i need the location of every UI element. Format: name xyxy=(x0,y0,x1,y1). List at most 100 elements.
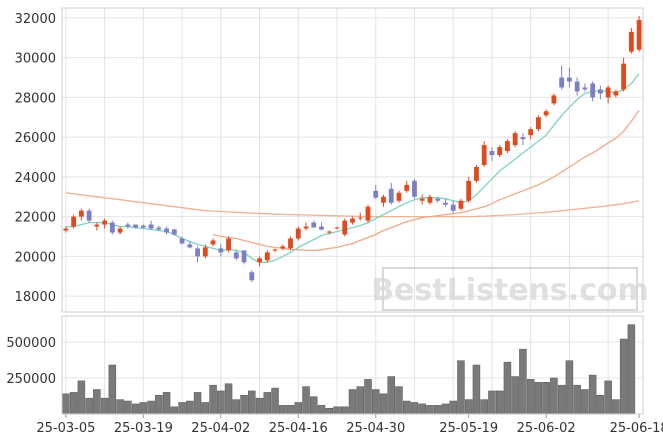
candle-body xyxy=(257,258,262,263)
candle-body xyxy=(94,224,100,227)
volume-bar xyxy=(170,406,179,415)
volume-bar xyxy=(542,382,550,415)
volume-bar xyxy=(612,399,620,415)
candle-body xyxy=(419,198,425,201)
volume-bar xyxy=(410,402,419,415)
watermark: BestListens.com xyxy=(371,267,649,311)
volume-bar xyxy=(341,406,349,415)
volume-bars xyxy=(62,324,636,415)
price-grid xyxy=(62,8,643,312)
ma-short-line xyxy=(65,73,640,263)
candle-body xyxy=(342,220,348,235)
volume-bar xyxy=(519,348,527,415)
volume-bar xyxy=(534,382,543,415)
volume-bar xyxy=(387,376,395,415)
volume-bar xyxy=(139,402,148,415)
candle-body xyxy=(326,231,332,233)
volume-bar xyxy=(433,405,442,415)
candle-body xyxy=(396,192,402,201)
volume-bar xyxy=(302,386,310,415)
candle-body xyxy=(388,188,394,203)
candle-body xyxy=(443,202,448,205)
candle-body xyxy=(117,228,123,233)
candle-body xyxy=(311,222,317,228)
candle-body xyxy=(171,229,177,235)
candles xyxy=(63,15,642,283)
volume-bar xyxy=(69,392,78,415)
volume-bar xyxy=(240,395,248,415)
x-tick-label: 25-04-02 xyxy=(191,421,250,436)
volume-bar xyxy=(310,396,318,415)
volume-bar xyxy=(162,392,171,415)
volume-bar xyxy=(209,384,217,415)
candle-body xyxy=(226,238,231,251)
volume-bar xyxy=(372,389,380,415)
candle-body xyxy=(373,190,379,198)
candle-body xyxy=(551,95,557,104)
volume-bar xyxy=(464,399,473,415)
volume-bar xyxy=(557,384,566,415)
volume-bar xyxy=(294,402,303,415)
candle-body xyxy=(218,248,224,253)
candle-body xyxy=(195,248,200,257)
volume-bar xyxy=(596,395,605,415)
candle-body xyxy=(435,198,441,201)
candle-body xyxy=(272,249,278,251)
volume-tick-label: 500000 xyxy=(6,336,56,351)
volume-bar xyxy=(217,390,225,415)
x-tick-label: 25-04-16 xyxy=(269,421,328,436)
volume-bar xyxy=(588,374,597,415)
volume-bar xyxy=(627,324,636,415)
candle-body xyxy=(621,63,627,90)
candle-body xyxy=(381,196,386,203)
candle-body xyxy=(210,240,216,245)
candle-body xyxy=(466,180,472,201)
candle-body xyxy=(489,151,495,156)
volume-bar xyxy=(619,338,628,415)
candle-body xyxy=(350,218,355,223)
candle-body xyxy=(605,87,611,98)
candle-body xyxy=(412,180,417,197)
volume-bar xyxy=(472,364,481,415)
price-tick-label: 26000 xyxy=(15,131,56,146)
volume-bar xyxy=(85,397,93,415)
candle-body xyxy=(512,133,518,146)
volume-bar xyxy=(62,393,70,415)
watermark-text: BestListens.com xyxy=(371,273,649,308)
candle-body xyxy=(148,224,154,229)
volume-bar xyxy=(317,405,326,415)
candle-body xyxy=(334,227,340,229)
price-tick-label: 22000 xyxy=(15,211,56,226)
price-tick-label: 28000 xyxy=(15,91,56,106)
volume-bar xyxy=(348,389,357,415)
candle-body xyxy=(590,83,596,98)
ma-long-line xyxy=(65,192,640,218)
volume-bar xyxy=(108,364,117,415)
volume-bar xyxy=(248,390,256,415)
x-tick-label: 25-05-19 xyxy=(439,421,498,436)
volume-bar xyxy=(263,392,272,415)
candle-body xyxy=(582,87,588,90)
panel-frames xyxy=(61,7,644,415)
candle-body xyxy=(187,244,193,248)
axis-labels: 18000 20000 22000 24000 26000 28000 30000 32000… xyxy=(6,12,663,436)
volume-panel-frame xyxy=(61,315,644,415)
volume-bar xyxy=(201,402,210,415)
volume-tick-label: 250000 xyxy=(6,372,56,387)
candle-body xyxy=(597,89,603,94)
candle-body xyxy=(528,129,534,136)
candle-body xyxy=(102,220,108,225)
x-tick-label: 25-06-02 xyxy=(517,421,576,436)
candle-body xyxy=(458,200,464,209)
volume-bar xyxy=(356,386,364,415)
volume-bar xyxy=(186,400,194,415)
volume-bar xyxy=(77,380,86,415)
candle-body xyxy=(63,228,69,231)
volume-bar xyxy=(155,395,163,415)
volume-bar xyxy=(178,402,186,415)
candle-body xyxy=(365,206,371,221)
candle-body xyxy=(71,216,77,227)
candle-body xyxy=(497,147,503,156)
x-tick-label: 25-03-19 xyxy=(114,421,173,436)
